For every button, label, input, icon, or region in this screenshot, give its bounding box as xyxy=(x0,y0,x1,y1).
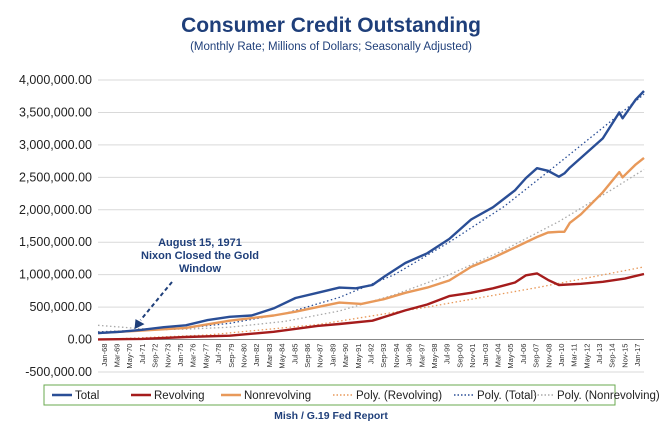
x-tick-label: Sep-07 xyxy=(532,344,541,368)
x-tick-label: May-77 xyxy=(201,344,210,369)
x-tick-label: Nov-94 xyxy=(392,344,401,368)
x-tick-label: Jan-17 xyxy=(633,344,642,367)
x-tick-label: Jul-13 xyxy=(595,344,604,364)
legend-box xyxy=(43,384,616,406)
x-tick-label: May-84 xyxy=(278,344,287,369)
x-tick-label: Nov-01 xyxy=(468,344,477,368)
x-tick-label: Nov-08 xyxy=(544,344,553,368)
x-tick-label: Jan-10 xyxy=(557,344,566,367)
series-line-poly-total xyxy=(97,93,645,333)
series-lines xyxy=(97,90,645,341)
y-tick-label: 2,000,000.00 xyxy=(19,203,92,217)
x-tick-label: Sep-72 xyxy=(151,344,160,368)
x-tick-label: Mar-04 xyxy=(493,344,502,368)
x-tick-label: Mar-97 xyxy=(417,344,426,368)
legend-label: Poly. (Revolving) xyxy=(356,390,442,402)
x-tick-label: Nov-73 xyxy=(163,344,172,368)
legend: Total Revolving Nonrevolving Poly. (Revolvi… xyxy=(52,390,660,402)
gridlines xyxy=(98,79,644,373)
series-line-total xyxy=(97,90,645,335)
y-tick-label: -500,000.00 xyxy=(25,365,92,379)
x-tick-label: Jan-68 xyxy=(100,344,109,367)
source-note: Mish / G.19 Fed Report xyxy=(274,410,388,422)
x-tick-label: May-70 xyxy=(125,344,134,369)
x-tick-label: Jul-92 xyxy=(367,344,376,364)
x-tick-label: Nov-80 xyxy=(240,344,249,368)
annotation-arrow xyxy=(139,281,173,321)
x-tick-label: Jan-03 xyxy=(481,344,490,367)
x-tick-label: Sep-00 xyxy=(455,344,464,368)
x-tick-label: May-05 xyxy=(506,344,515,369)
x-tick-label: Jan-89 xyxy=(328,344,337,367)
legend-label: Revolving xyxy=(154,390,205,402)
x-tick-label: Jul-85 xyxy=(290,344,299,364)
x-tick-label: Sep-79 xyxy=(227,344,236,368)
x-tick-label: May-91 xyxy=(354,344,363,369)
x-tick-label: Mar-11 xyxy=(570,344,579,367)
annotation-text: Window xyxy=(179,263,221,275)
chart-subtitle: (Monthly Rate; Millions of Dollars; Seas… xyxy=(190,41,472,53)
series-line-nonrevolving xyxy=(97,156,645,335)
y-tick-label: 1,500,000.00 xyxy=(19,235,92,249)
y-tick-label: 3,500,000.00 xyxy=(19,105,92,119)
x-tick-label: Jan-82 xyxy=(252,344,261,367)
x-tick-label: Jul-99 xyxy=(443,344,452,364)
y-tick-label: 4,000,000.00 xyxy=(19,73,92,87)
legend-label: Total xyxy=(75,390,99,402)
y-tick-label: 2,500,000.00 xyxy=(19,170,92,184)
y-tick-label: 1,000,000.00 xyxy=(19,268,92,282)
y-tick-label: 3,000,000.00 xyxy=(19,138,92,152)
chart-title: Consumer Credit Outstanding xyxy=(181,14,481,37)
x-tick-label: Sep-86 xyxy=(303,344,312,368)
x-tick-label: Mar-90 xyxy=(341,344,350,368)
x-tick-label: Jul-06 xyxy=(519,344,528,364)
x-tick-label: Mar-83 xyxy=(265,344,274,368)
annotation-text: August 15, 1971 xyxy=(158,237,242,249)
x-tick-label: Jan-75 xyxy=(176,344,185,367)
x-tick-label: Mar-69 xyxy=(113,344,122,368)
legend-label: Poly. (Nonrevolving) xyxy=(557,390,660,402)
x-tick-label: Sep-93 xyxy=(379,344,388,368)
series-line-revolving xyxy=(97,272,645,341)
x-tick-label: Jul-78 xyxy=(214,344,223,364)
x-tick-label: Nov-87 xyxy=(316,344,325,368)
legend-label: Nonrevolving xyxy=(244,390,311,402)
x-tick-label: Jul-71 xyxy=(138,344,147,364)
y-axis-ticks: -500,000.00 0.00 500,000.00 1,000,000.00 1,5… xyxy=(19,73,92,379)
x-tick-label: Sep-14 xyxy=(608,344,617,368)
x-tick-label: Nov-15 xyxy=(620,344,629,368)
x-tick-label: May-12 xyxy=(582,344,591,369)
x-tick-label: Jan-96 xyxy=(405,344,414,367)
annotation-text: Nixon Closed the Gold xyxy=(141,250,259,262)
y-tick-label: 500,000.00 xyxy=(29,300,92,314)
x-tick-label: Mar-76 xyxy=(189,344,198,368)
y-tick-label: 0.00 xyxy=(68,333,92,347)
x-tick-label: May-98 xyxy=(430,344,439,369)
x-axis-ticks: Jan-68 Mar-69 May-70 Jul-71 Sep-72 Nov-73 Jan-… xyxy=(100,344,642,369)
legend-label: Poly. (Total) xyxy=(477,390,537,402)
annotation-arrowhead xyxy=(134,319,145,330)
